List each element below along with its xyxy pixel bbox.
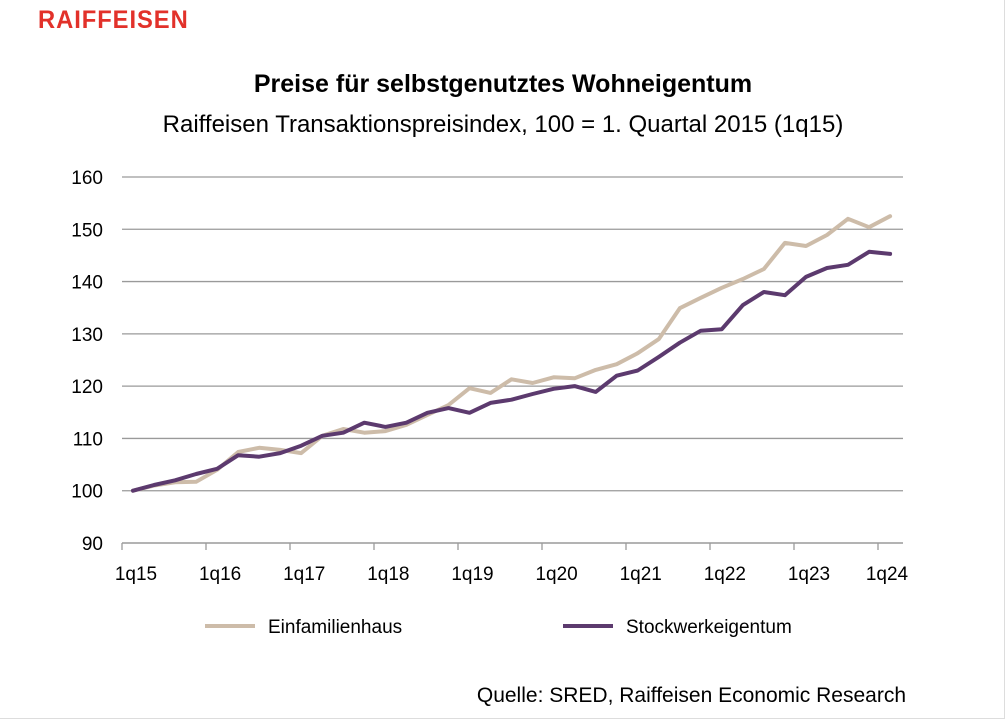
x-tick-label: 1q22 bbox=[704, 564, 746, 585]
legend-label: Einfamilienhaus bbox=[268, 617, 402, 638]
x-tick-label: 1q21 bbox=[620, 564, 662, 585]
raiffeisen-logo: RAIFFEISEN bbox=[38, 6, 189, 34]
x-tick-label: 1q18 bbox=[367, 564, 409, 585]
x-tick-label: 1q17 bbox=[283, 564, 325, 585]
series-line-stockwerkeigentum bbox=[131, 249, 893, 493]
chart-title: Preise für selbstgenutztes Wohneigentum bbox=[253, 70, 753, 98]
y-tick-label: 90 bbox=[82, 534, 103, 555]
x-tick-label: 1q23 bbox=[788, 564, 830, 585]
y-tick-label: 150 bbox=[71, 220, 103, 241]
x-tick-label: 1q24 bbox=[866, 564, 909, 585]
x-tick-label: 1q16 bbox=[199, 564, 241, 585]
x-tick-label: 1q15 bbox=[115, 564, 157, 585]
y-tick-label: 130 bbox=[71, 325, 103, 346]
y-tick-label: 120 bbox=[71, 377, 103, 398]
y-tick-label: 100 bbox=[71, 482, 103, 503]
y-tick-label: 110 bbox=[73, 429, 103, 450]
source-note: Quelle: SRED, Raiffeisen Economic Resear… bbox=[476, 684, 906, 707]
x-tick-label: 1q19 bbox=[451, 564, 493, 585]
y-tick-label: 140 bbox=[71, 273, 103, 294]
chart-subtitle: Raiffeisen Transaktionspreisindex, 100 =… bbox=[162, 111, 844, 138]
y-tick-label: 160 bbox=[71, 168, 103, 189]
x-tick-label: 1q20 bbox=[535, 564, 577, 585]
legend-label: Stockwerkeigentum bbox=[626, 617, 792, 638]
series-line-einfamilienhaus bbox=[131, 214, 893, 493]
